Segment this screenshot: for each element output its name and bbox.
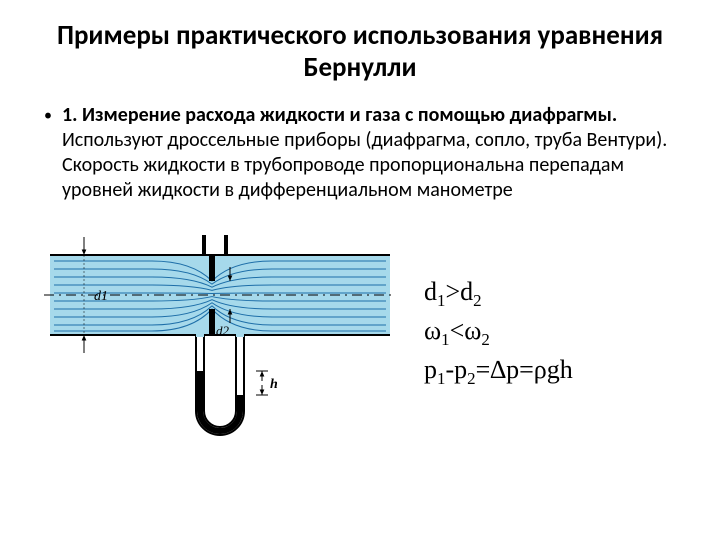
eq-d-relation: d1>d2	[424, 274, 573, 313]
bullet-item-1: • 1. Измерение расхода жидкости и газа с…	[40, 103, 680, 203]
lower-row: d1 d2 h d1>d2 ω1<ω2 p1-p2=∆p=ρgh	[40, 223, 680, 443]
bullet-rest: Используют дроссельные приборы (диафрагм…	[62, 128, 667, 202]
svg-text:h: h	[270, 377, 278, 392]
svg-text:d1: d1	[94, 289, 108, 304]
bullet-marker: •	[44, 103, 52, 129]
bullet-text: 1. Измерение расхода жидкости и газа с п…	[62, 103, 680, 203]
eq-pressure-relation: p1-p2=∆p=ρgh	[424, 352, 573, 391]
svg-text:d2: d2	[216, 323, 230, 338]
equations-block: d1>d2 ω1<ω2 p1-p2=∆p=ρgh	[424, 274, 573, 391]
flow-diagram: d1 d2 h	[40, 223, 400, 443]
bullet-lead: 1. Измерение расхода жидкости и газа с п…	[62, 103, 617, 127]
slide-title: Примеры практического использования урав…	[40, 20, 680, 85]
eq-omega-relation: ω1<ω2	[424, 313, 573, 352]
